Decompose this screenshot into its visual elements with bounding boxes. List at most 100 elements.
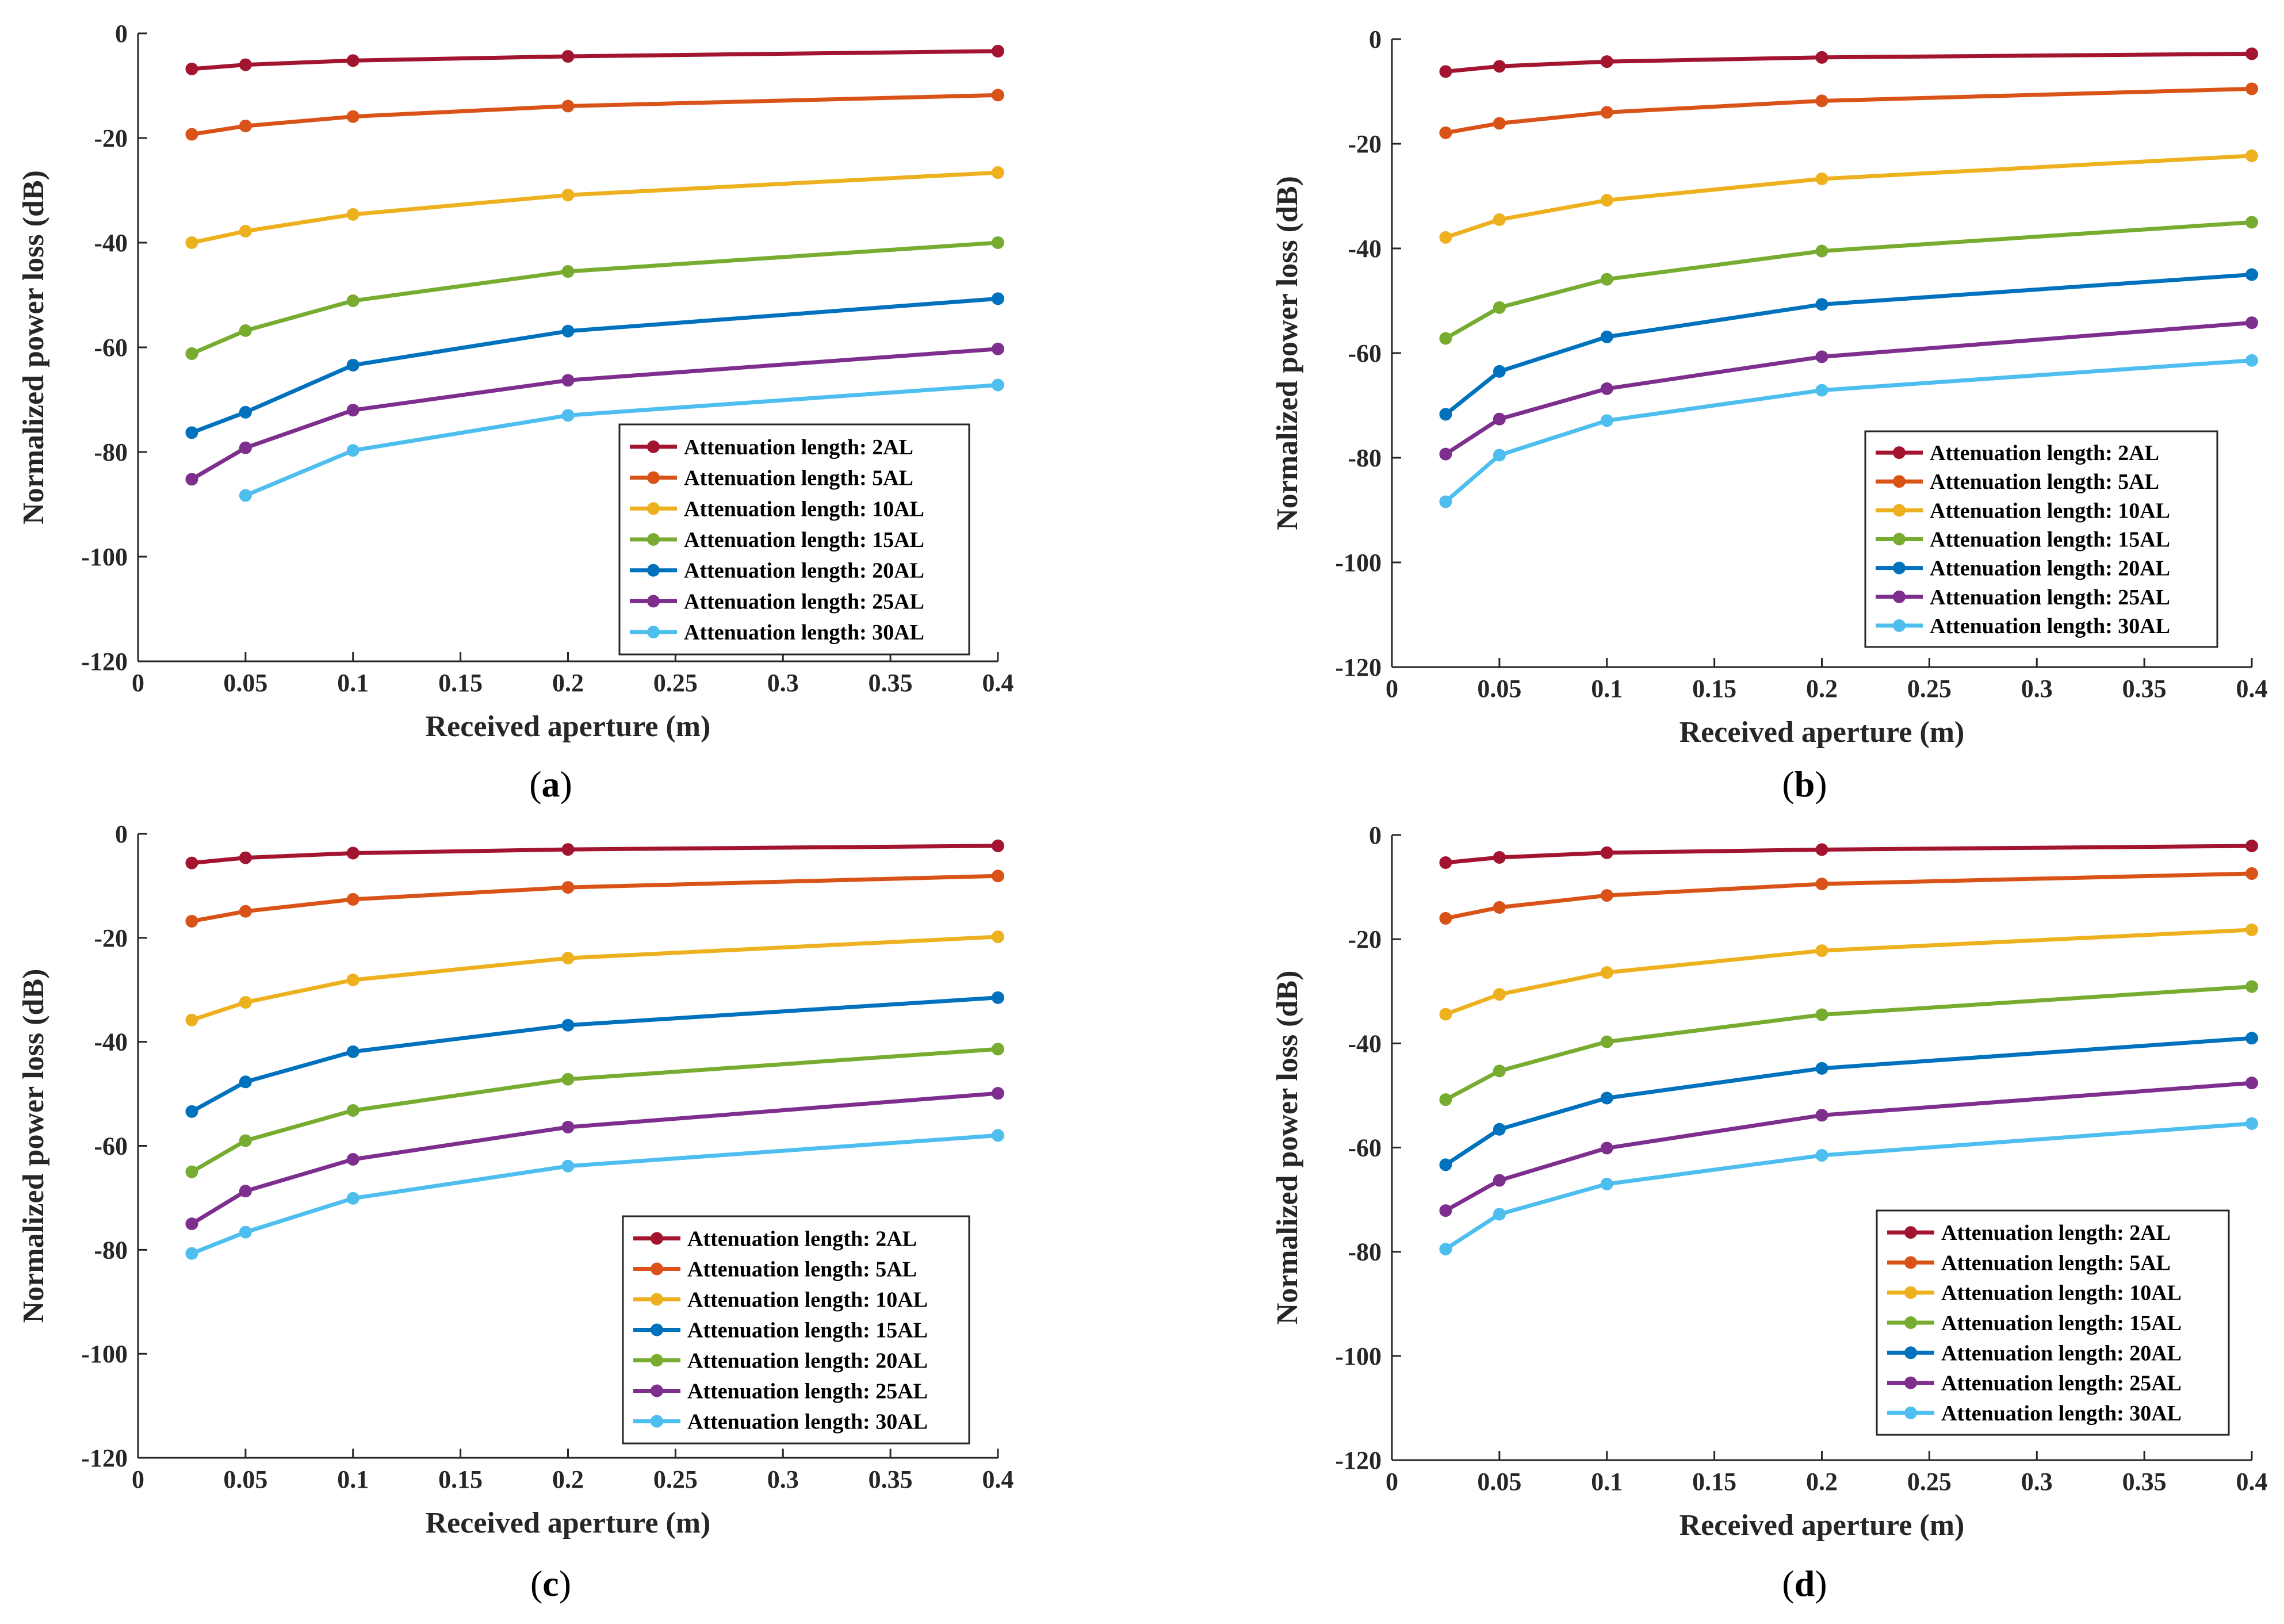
series-line: [1445, 86, 2252, 135]
legend-entry: Attenuation length: 20AL: [687, 1349, 928, 1373]
data-point: [1439, 408, 1452, 421]
legend-marker: [647, 440, 660, 453]
panel-label: (a): [529, 764, 572, 805]
data-point: [346, 1153, 359, 1166]
data-point: [561, 265, 575, 278]
series-4: [185, 236, 1004, 360]
series-1: [1439, 840, 2258, 870]
legend-box: [1876, 1209, 2230, 1436]
data-point: [185, 426, 198, 439]
y-axis-title: Normalized power loss (dB): [17, 969, 50, 1323]
legend-entry: Attenuation length: 2AL: [1941, 1221, 2171, 1245]
legend-marker: [1904, 1406, 1917, 1419]
data-point: [346, 1045, 359, 1058]
series-7: [185, 1129, 1004, 1260]
series-7: [1439, 354, 2258, 508]
x-tick-label: 0.15: [1692, 675, 1736, 703]
series-line: [244, 383, 998, 497]
legend: Attenuation length: 2AL Attenuation lengt…: [622, 1215, 970, 1445]
y-tick-label: -120: [1335, 1446, 1382, 1474]
data-point: [1600, 889, 1613, 902]
y-tick-label: 0: [1369, 821, 1382, 849]
data-point: [992, 342, 1004, 355]
chart-panel-c: 0 0.05 0.1 0.15 0.2 0.25 0.3 0.35 0.4 0 -20 -40 -60 -…: [17, 820, 1014, 1604]
series-7: [1439, 1117, 2258, 1256]
data-point: [185, 62, 198, 75]
data-point: [1439, 126, 1452, 139]
series-2: [1439, 82, 2258, 139]
series-line: [1444, 273, 2252, 416]
series-5: [1439, 1032, 2258, 1171]
x-tick-label: 0.4: [982, 1465, 1014, 1493]
x-tick-label: 0.3: [2021, 1468, 2053, 1496]
x-tick-label: 0.35: [2122, 675, 2167, 703]
series-6: [185, 342, 1004, 486]
y-tick-label: -40: [94, 1028, 128, 1056]
series-7: [239, 378, 1004, 502]
legend-entry: Attenuation length: 2AL: [684, 435, 913, 459]
data-point: [1439, 1093, 1452, 1106]
data-point: [1600, 330, 1613, 343]
data-point: [1600, 1091, 1613, 1105]
series-1: [1439, 47, 2258, 78]
y-tick-label: -120: [81, 648, 128, 676]
x-tick-label: 0.1: [1591, 675, 1623, 703]
y-tick-label: -80: [94, 1236, 128, 1264]
x-axis-title: Received aperture (m): [1679, 1509, 1965, 1542]
y-tick-label: -40: [1348, 235, 1382, 263]
series-2: [1439, 867, 2258, 925]
legend-entry: Attenuation length: 10AL: [684, 497, 924, 521]
data-point: [2245, 1117, 2258, 1130]
series-1: [185, 839, 1004, 870]
panel-label: (d): [1782, 1563, 1827, 1604]
data-point: [1493, 851, 1506, 864]
x-tick-label: 0.25: [1907, 675, 1952, 703]
series-line: [191, 93, 998, 137]
legend-box: [618, 423, 970, 656]
series-5: [185, 292, 1004, 439]
x-tick-label: 0.15: [438, 1465, 483, 1493]
data-point: [1600, 414, 1613, 427]
series-line: [1444, 220, 2252, 340]
data-point: [1815, 384, 1828, 397]
data-point: [1815, 298, 1828, 311]
x-tick-label: 0.35: [869, 669, 913, 697]
y-axis-title: Normalized power loss (dB): [17, 170, 50, 524]
data-point: [185, 914, 198, 928]
legend-entry: Attenuation length: 15AL: [684, 528, 924, 552]
data-point: [1600, 1035, 1613, 1048]
series-2: [185, 89, 1004, 141]
y-tick-label: -80: [94, 438, 128, 466]
data-point: [1493, 449, 1506, 462]
legend-box: [622, 1215, 970, 1445]
data-point: [992, 378, 1004, 392]
data-point: [992, 870, 1004, 883]
y-tick-label: 0: [115, 820, 128, 848]
y-tick-label: -40: [94, 229, 128, 257]
legend-marker: [647, 626, 660, 639]
series-line: [190, 1091, 998, 1226]
data-point: [992, 991, 1004, 1004]
legend-entry: Attenuation length: 10AL: [687, 1288, 928, 1312]
legend-marker: [1904, 1256, 1917, 1269]
data-point: [1493, 1123, 1506, 1136]
series-line: [190, 995, 998, 1113]
series-line: [1445, 52, 2252, 74]
series-3: [1439, 149, 2258, 244]
data-point: [346, 974, 359, 987]
series-5: [1439, 268, 2258, 421]
data-point: [185, 1247, 198, 1260]
data-point: [346, 847, 359, 860]
series-line: [192, 49, 998, 71]
x-tick-label: 0.05: [223, 669, 267, 697]
data-point: [239, 851, 252, 864]
data-point: [2245, 980, 2258, 993]
panel-label: (c): [530, 1563, 571, 1604]
data-point: [1439, 447, 1452, 461]
legend-entry: Attenuation length: 25AL: [1941, 1372, 2182, 1396]
legend-entry: Attenuation length: 30AL: [684, 621, 924, 645]
legend-marker: [647, 471, 660, 484]
data-point: [1493, 60, 1506, 73]
data-point: [561, 1159, 575, 1173]
data-point: [346, 208, 359, 221]
